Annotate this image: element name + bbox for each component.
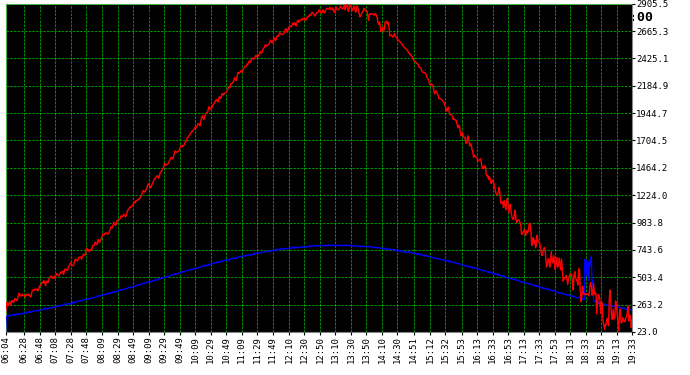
Text: Copyright 2006 Cartronics.com: Copyright 2006 Cartronics.com xyxy=(9,10,154,19)
Text: Total PV Power (red) (watts) & Solar Radiation (blue) (W/m2) Sat Jul 15 20:00: Total PV Power (red) (watts) & Solar Rad… xyxy=(37,10,653,23)
